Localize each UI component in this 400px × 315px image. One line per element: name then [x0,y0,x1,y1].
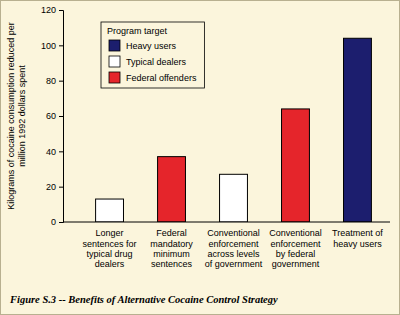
y-tick: 40 [46,147,63,157]
x-tick: Federalmandatoryminimumsentences [150,228,193,269]
y-tick-mark [59,116,63,117]
y-tick-mark [59,45,63,46]
y-tick: 0 [51,217,63,227]
y-tick: 60 [46,111,63,121]
bar [158,157,186,222]
x-tick: Conventionalenforcementacross levelsof g… [205,228,263,269]
y-tick-label: 0 [51,217,56,227]
x-axis: Longersentences fortypical drugdealers Fe… [63,222,390,269]
title: Figure S.3 -- Benefits of Alternative Co… [9,294,278,305]
x-tick-label: Longersentences fortypical drugdealers [83,228,137,269]
y-tick: 120 [41,5,63,15]
y-tick-mark [59,10,63,11]
x-tick-label: Conventionalenforcementby federalgovernm… [269,228,322,269]
y-tick-mark [59,81,63,82]
x-axis-line [63,222,390,223]
y-axis-title: Kilograms of cocaine consumption reduced… [6,22,27,210]
y-tick-label: 20 [46,182,56,192]
bar [96,199,124,222]
y-tick-mark [59,187,63,188]
chart: 0 20 40 60 80 100 120 Longersentences fortypica… [0,0,400,315]
legend-swatch [109,40,120,51]
legend-label: Heavy users [126,41,177,51]
x-tick: Treatment ofheavy users [332,228,383,248]
y-tick-label: 80 [46,76,56,86]
bar [282,109,310,222]
bar [344,38,372,222]
y-axis-line [59,11,64,223]
y-tick-label: 120 [41,5,56,15]
y-tick-label: 100 [41,41,56,51]
legend-title: Program target [107,26,168,36]
x-tick-label: Federalmandatoryminimumsentences [150,228,193,269]
bars [96,38,372,222]
x-tick: Conventionalenforcementby federalgovernm… [269,228,322,269]
bar [220,174,248,222]
legend-label: Federal offenders [126,73,197,83]
y-tick-mark [59,222,63,223]
legend-swatch [109,72,120,83]
y-tick: 20 [46,182,63,192]
x-tick: Longersentences fortypical drugdealers [83,228,137,269]
y-tick: 80 [46,76,63,86]
y-tick: 100 [41,41,63,51]
y-axis: 0 20 40 60 80 100 120 [41,5,64,227]
x-tick-label: Conventionalenforcementacross levelsof g… [205,228,263,269]
legend-swatch [109,56,120,67]
background [1,1,400,315]
x-tick-label: Treatment ofheavy users [332,228,383,248]
y-tick-mark [59,151,63,152]
y-tick-label: 40 [46,147,56,157]
y-tick-label: 60 [46,111,56,121]
legend-box [101,22,204,88]
legend: Program target Heavy users Typical dealers… [101,22,204,88]
legend-label: Typical dealers [126,57,187,67]
